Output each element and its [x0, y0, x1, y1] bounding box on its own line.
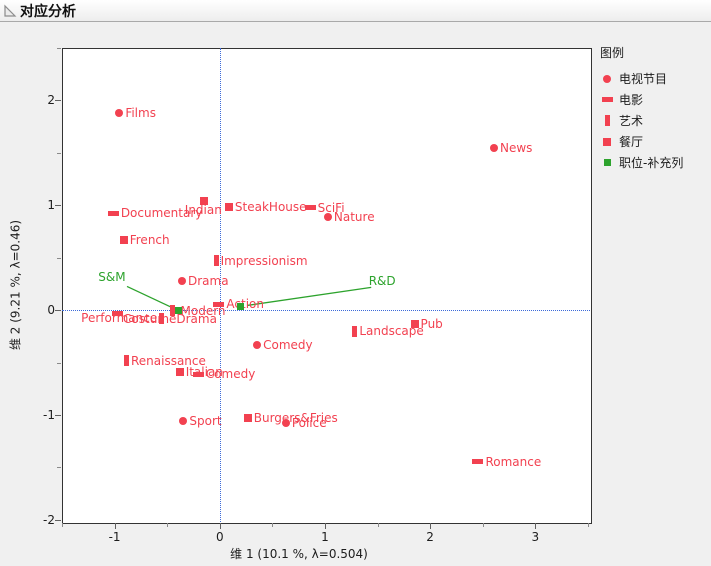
y-axis-tick — [55, 415, 61, 417]
point-comedy[interactable] — [192, 371, 204, 377]
legend-item-label: 餐厅 — [619, 135, 644, 149]
point-impressionism[interactable] — [213, 255, 219, 267]
x-axis-tick — [114, 523, 116, 529]
point-scifi[interactable] — [304, 205, 316, 211]
x-axis-tick-label: -1 — [108, 530, 121, 544]
x-axis-tick-label: 2 — [426, 530, 434, 544]
point-steakhouse[interactable] — [224, 203, 233, 212]
legend-marker-square-icon — [600, 137, 614, 146]
x-axis-title: 维 1 (10.1 %, λ=0.504) — [230, 547, 368, 561]
point-news[interactable] — [489, 144, 498, 153]
point-renaissance[interactable] — [123, 355, 129, 366]
point-romance[interactable] — [472, 459, 484, 465]
x-axis-minor-tick — [272, 523, 274, 527]
point-police[interactable] — [281, 418, 290, 427]
point-italian[interactable] — [175, 368, 184, 377]
x-axis-minor-tick — [62, 523, 63, 527]
y-axis-tick — [55, 205, 61, 207]
x-zero-reference-line — [219, 48, 221, 522]
y-axis-tick-label: 1 — [47, 198, 55, 213]
y-axis-tick — [55, 100, 61, 102]
legend-item-tv[interactable]: 电视节目 — [600, 68, 683, 89]
point-documentary[interactable] — [107, 210, 119, 216]
legend-item-movie[interactable]: 电影 — [600, 89, 683, 110]
y-axis-minor-tick — [57, 257, 61, 259]
legend-item-label: 艺术 — [619, 114, 644, 128]
point-indian[interactable] — [199, 197, 208, 206]
x-axis-tick-label: 0 — [215, 530, 224, 544]
point-drama[interactable] — [178, 277, 186, 286]
y-zero-reference-line — [62, 310, 590, 312]
point-costumedrama[interactable] — [112, 311, 124, 317]
point-films[interactable] — [115, 108, 124, 117]
point-nature[interactable] — [323, 212, 332, 221]
x-axis-tick-label: 3 — [531, 530, 540, 544]
y-axis-tick — [55, 519, 61, 521]
x-axis-minor-tick — [167, 523, 169, 527]
legend-item-label: 电视节目 — [619, 72, 668, 86]
x-axis-minor-tick — [587, 523, 589, 527]
disclosure-triangle-icon[interactable] — [3, 4, 17, 18]
legend-item-job-supp[interactable]: 职位-补充列 — [600, 152, 683, 173]
legend-marker-circle-icon — [600, 74, 614, 83]
x-axis-tick — [324, 523, 326, 529]
y-axis-tick-label: -2 — [43, 512, 55, 527]
point-r-d[interactable] — [236, 302, 244, 310]
legend-item-label: 职位-补充列 — [619, 156, 684, 170]
legend-item-art[interactable]: 艺术 — [600, 110, 683, 131]
x-axis-tick-label: 1 — [321, 530, 329, 544]
point-landscape[interactable] — [352, 325, 358, 337]
x-axis-tick — [535, 523, 537, 529]
y-axis-minor-tick — [57, 152, 61, 154]
point-burgers-fries[interactable] — [243, 413, 252, 422]
legend-item-label: 电影 — [619, 93, 644, 107]
point-modern[interactable] — [169, 305, 175, 317]
point-sport[interactable] — [179, 416, 188, 425]
x-axis-tick — [219, 523, 221, 529]
y-axis-tick-label: -1 — [43, 408, 55, 423]
legend-title: 图例 — [600, 46, 625, 60]
panel-title: 对应分析 — [20, 3, 76, 20]
x-axis-tick — [430, 523, 432, 529]
legend-marker-hbar-icon — [600, 97, 614, 102]
legend-item-restaurant[interactable]: 餐厅 — [600, 131, 683, 152]
y-axis-minor-tick — [57, 362, 61, 364]
y-axis-tick-label: 0 — [47, 303, 55, 318]
y-axis-minor-tick — [57, 467, 61, 469]
point-french[interactable] — [119, 235, 128, 244]
panel-title-bar: 对应分析 — [0, 0, 711, 22]
point-performance[interactable] — [159, 312, 165, 324]
x-axis-minor-tick — [482, 523, 484, 527]
legend-marker-vbar-icon — [600, 115, 614, 126]
y-axis-title: 维 2 (9.21 %, λ=0.46) — [8, 219, 23, 351]
point-pub[interactable] — [410, 320, 419, 329]
y-axis-tick — [55, 310, 61, 312]
point-s-m[interactable] — [174, 307, 182, 315]
point-comedy[interactable] — [253, 340, 262, 349]
x-axis-minor-tick — [377, 523, 379, 527]
point-action[interactable] — [213, 301, 225, 307]
y-axis-tick-label: 2 — [47, 93, 55, 108]
legend: 图例 电视节目电影艺术餐厅职位-补充列 — [600, 44, 683, 173]
legend-marker-supp-square-icon — [600, 159, 614, 166]
plot-frame — [62, 48, 592, 524]
y-axis-minor-tick — [57, 48, 61, 49]
